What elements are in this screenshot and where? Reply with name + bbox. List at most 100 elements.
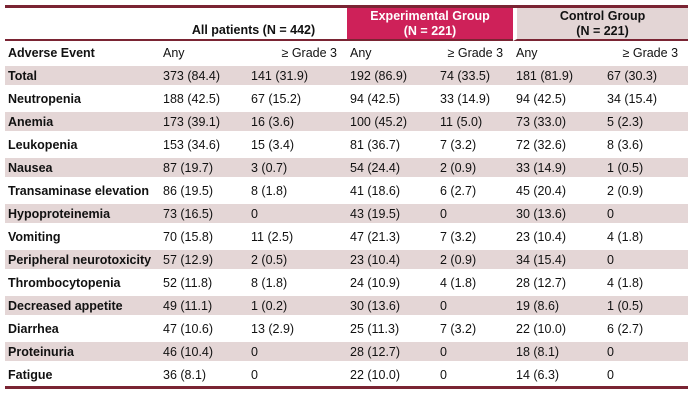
cell-exp-any: 30 (13.6) (347, 294, 437, 317)
cell-exp-any: 23 (10.4) (347, 248, 437, 271)
cell-ctrl-any: 23 (10.4) (516, 229, 567, 244)
table-row: Nausea 87 (19.7) 3 (0.7) 54 (24.4) 2 (0.… (5, 156, 689, 179)
table-row: Anemia 173 (39.1) 16 (3.6) 100 (45.2) 11… (5, 110, 689, 133)
cell-exp-grade3: 0 (437, 294, 514, 317)
control-group-n: (N = 221) (576, 23, 629, 38)
cell-all-any: 86 (19.5) (163, 183, 214, 198)
adverse-event-name: Diarrhea (8, 321, 59, 336)
cell-exp-any: 54 (24.4) (347, 156, 437, 179)
group-header-row: All patients (N = 442) Experimental Grou… (5, 8, 689, 41)
table-row: Proteinuria 46 (10.4) 0 28 (12.7) 0 18 (… (5, 340, 689, 363)
adverse-event-name: Fatigue (8, 367, 53, 382)
cell-all-grade3: 8 (1.8) (251, 183, 288, 198)
table-row: Neutropenia 188 (42.5) 67 (15.2) 94 (42.… (5, 87, 688, 110)
column-header-ctrl-grade3: ≥ Grade 3 (604, 41, 689, 64)
cell-exp-grade3: 7 (3.2) (440, 321, 477, 336)
cell-ctrl-grade3: 8 (3.6) (607, 137, 644, 152)
cell-all-any: 173 (39.1) (160, 110, 248, 133)
cell-all-grade3: 8 (1.8) (251, 275, 288, 290)
cell-exp-any: 28 (12.7) (347, 340, 437, 363)
cell-all-grade3: 1 (0.2) (248, 294, 347, 317)
group-header-control: Control Group (N = 221) (513, 8, 689, 41)
cell-exp-any: 41 (18.6) (350, 183, 401, 198)
adverse-event-name: Proteinuria (5, 340, 160, 363)
cell-exp-any: 100 (45.2) (347, 110, 437, 133)
adverse-event-name: Total (5, 64, 160, 87)
adverse-event-name: Nausea (5, 156, 160, 179)
cell-exp-any: 192 (86.9) (347, 64, 437, 87)
cell-ctrl-any: 181 (81.9) (513, 64, 605, 87)
cell-exp-grade3: 4 (1.8) (440, 275, 477, 290)
cell-ctrl-any: 18 (8.1) (513, 340, 605, 363)
cell-exp-any: 47 (21.3) (350, 229, 401, 244)
cell-exp-any: 94 (42.5) (350, 91, 401, 106)
cell-ctrl-grade3: 34 (15.4) (607, 91, 658, 106)
adverse-events-table: All patients (N = 442) Experimental Grou… (5, 5, 689, 389)
cell-ctrl-any: 28 (12.7) (516, 275, 567, 290)
cell-all-any: 47 (10.6) (163, 321, 214, 336)
cell-all-any: 87 (19.7) (160, 156, 248, 179)
adverse-event-name: Hypoproteinemia (5, 202, 160, 225)
table-row: Diarrhea 47 (10.6) 13 (2.9) 25 (11.3) 7 … (5, 317, 688, 340)
cell-exp-grade3: 74 (33.5) (437, 64, 514, 87)
column-header-adverse-event: Adverse Event (5, 41, 160, 64)
group-header-all-patients: All patients (N = 442) (160, 8, 347, 41)
cell-all-grade3: 67 (15.2) (251, 91, 302, 106)
cell-all-grade3: 0 (248, 340, 347, 363)
cell-all-any: 153 (34.6) (163, 137, 220, 152)
cell-all-grade3: 3 (0.7) (248, 156, 347, 179)
cell-ctrl-grade3: 5 (2.3) (604, 110, 689, 133)
group-header-experimental: Experimental Group (N = 221) (347, 8, 514, 41)
adverse-event-name: Leukopenia (8, 137, 78, 152)
cell-exp-grade3: 2 (0.9) (437, 156, 514, 179)
cell-exp-any: 25 (11.3) (350, 321, 400, 336)
adverse-event-name: Transaminase elevation (8, 183, 150, 198)
cell-ctrl-grade3: 67 (30.3) (604, 64, 689, 87)
control-group-title: Control Group (559, 9, 646, 23)
cell-exp-any: 43 (19.5) (347, 202, 437, 225)
cell-all-grade3: 141 (31.9) (248, 64, 347, 87)
cell-all-any: 188 (42.5) (163, 91, 220, 106)
adverse-event-name: Peripheral neurotoxicity (5, 248, 160, 271)
cell-exp-grade3: 6 (2.7) (440, 183, 477, 198)
table-row: Hypoproteinemia 73 (16.5) 0 43 (19.5) 0 … (5, 202, 689, 225)
cell-all-grade3: 0 (251, 367, 258, 382)
cell-ctrl-grade3: 0 (607, 367, 614, 382)
adverse-events-page: All patients (N = 442) Experimental Grou… (5, 5, 689, 389)
column-header-all-grade3: ≥ Grade 3 (248, 41, 347, 64)
table-row: Transaminase elevation 86 (19.5) 8 (1.8)… (5, 179, 688, 202)
cell-all-any: 52 (11.8) (163, 275, 213, 290)
table-row: Leukopenia 153 (34.6) 15 (3.4) 81 (36.7)… (5, 133, 688, 156)
cell-all-grade3: 16 (3.6) (248, 110, 347, 133)
cell-ctrl-grade3: 0 (604, 340, 689, 363)
cell-exp-grade3: 0 (437, 340, 514, 363)
cell-ctrl-grade3: 4 (1.8) (607, 275, 644, 290)
adverse-event-name: Anemia (5, 110, 160, 133)
cell-ctrl-any: 33 (14.9) (513, 156, 605, 179)
cell-ctrl-grade3: 6 (2.7) (607, 321, 644, 336)
cell-exp-grade3: 7 (3.2) (440, 229, 477, 244)
cell-all-grade3: 11 (2.5) (251, 229, 294, 244)
cell-all-any: 46 (10.4) (160, 340, 248, 363)
table-row: Vomiting 70 (15.8) 11 (2.5) 47 (21.3) 7 … (5, 225, 688, 248)
adverse-event-name: Decreased appetite (5, 294, 160, 317)
adverse-event-name: Thrombocytopenia (8, 275, 121, 290)
cell-ctrl-any: 30 (13.6) (513, 202, 605, 225)
table-body: Total 373 (84.4) 141 (31.9) 192 (86.9) 7… (5, 64, 689, 386)
experimental-group-title: Experimental Group (370, 9, 490, 23)
column-header-exp-grade3: ≥ Grade 3 (437, 41, 514, 64)
column-header-ctrl-any: Any (513, 41, 605, 64)
column-header-exp-any: Any (347, 41, 437, 64)
adverse-event-name: Neutropenia (8, 91, 81, 106)
cell-ctrl-any: 34 (15.4) (513, 248, 605, 271)
cell-all-any: 373 (84.4) (160, 64, 248, 87)
cell-ctrl-grade3: 0 (604, 248, 689, 271)
cell-ctrl-grade3: 4 (1.8) (607, 229, 644, 244)
cell-all-grade3: 15 (3.4) (251, 137, 295, 152)
cell-all-any: 57 (12.9) (160, 248, 248, 271)
table-row: Peripheral neurotoxicity 57 (12.9) 2 (0.… (5, 248, 689, 271)
cell-all-grade3: 0 (248, 202, 347, 225)
cell-ctrl-grade3: 1 (0.5) (604, 156, 689, 179)
cell-ctrl-any: 94 (42.5) (516, 91, 567, 106)
cell-ctrl-any: 73 (33.0) (513, 110, 605, 133)
